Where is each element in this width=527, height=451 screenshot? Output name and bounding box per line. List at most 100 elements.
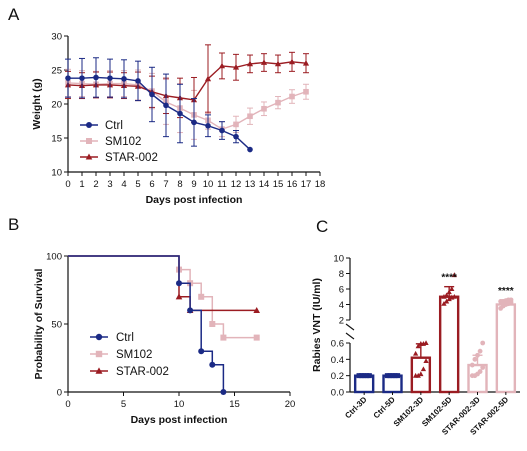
data-point-star xyxy=(246,60,254,67)
x-tick-label: 4 xyxy=(121,179,126,190)
y-axis-label: Rabies VNT (IU/ml) xyxy=(311,278,323,372)
data-point xyxy=(480,340,486,346)
survival-step-ctrl xyxy=(68,255,225,392)
data-point xyxy=(366,373,372,379)
y-tick-label: 4 xyxy=(339,300,344,311)
survival-step-star xyxy=(68,255,257,312)
survival-point-sm102 xyxy=(198,293,205,300)
data-point-star xyxy=(274,60,282,67)
data-point xyxy=(446,289,452,295)
series-line-ctrl xyxy=(68,76,251,151)
x-tick-label: 3 xyxy=(107,179,112,190)
y-tick-label: 20 xyxy=(51,100,62,111)
data-point-star xyxy=(204,75,212,82)
x-tick-label: 20 xyxy=(285,399,296,410)
significance-stars: **** xyxy=(498,286,514,297)
series-line-sm102 xyxy=(67,82,307,130)
data-point xyxy=(412,350,419,356)
data-point-ctrl xyxy=(121,76,127,82)
bar-STAR-002-5D xyxy=(495,303,517,394)
y-tick-label: 10 xyxy=(333,254,344,265)
data-point xyxy=(443,298,450,304)
data-point xyxy=(446,296,452,302)
data-point-sm102 xyxy=(261,105,267,112)
legend-label-sm102: SM102 xyxy=(105,136,141,148)
legend-marker-sm102 xyxy=(95,350,103,358)
y-tick-label: 6 xyxy=(339,285,344,296)
data-point-ctrl xyxy=(205,122,211,129)
x-tick-label: 12 xyxy=(231,179,242,190)
category-label: Ctrl-5D xyxy=(372,395,397,420)
data-point-star xyxy=(218,62,226,69)
x-tick-label: 9 xyxy=(191,179,196,190)
panel-label-a: A xyxy=(8,5,20,24)
data-point-star xyxy=(288,58,296,65)
x-tick-label: 10 xyxy=(203,179,214,190)
survival-point-sm102 xyxy=(220,334,227,341)
legend-marker-sm102 xyxy=(86,138,92,144)
legend-label-ctrl: Ctrl xyxy=(105,120,123,132)
data-point xyxy=(359,373,364,379)
x-tick-label: 8 xyxy=(177,179,182,190)
data-point xyxy=(451,293,458,299)
survival-point-star xyxy=(253,306,260,313)
data-point xyxy=(441,300,447,306)
data-point xyxy=(469,362,475,368)
data-point xyxy=(387,373,393,379)
data-point-sm102 xyxy=(247,113,253,120)
survival-step-sm102 xyxy=(68,255,257,339)
survival-point-sm102 xyxy=(209,321,216,327)
data-point xyxy=(443,292,450,298)
panel-label-c: C xyxy=(316,217,328,236)
y-tick-label: 0 xyxy=(57,388,62,399)
data-point-ctrl xyxy=(93,74,99,81)
x-tick-label: 7 xyxy=(163,179,168,190)
survival-point-ctrl xyxy=(176,280,182,287)
data-point-sm102 xyxy=(275,99,281,106)
data-point-ctrl xyxy=(247,146,253,153)
survival-point-star xyxy=(175,293,183,300)
data-point-star xyxy=(232,64,240,70)
data-point xyxy=(451,272,458,278)
x-axis-label: Days post infection xyxy=(146,194,243,206)
x-tick-label: 15 xyxy=(229,399,240,410)
data-point-ctrl xyxy=(177,110,183,117)
bar-Ctrl-3D xyxy=(353,374,375,394)
data-point-sm102 xyxy=(303,88,309,95)
survival-point-sm102 xyxy=(253,334,260,341)
axis-break-mark xyxy=(345,323,355,331)
x-tick-label: 15 xyxy=(273,179,284,190)
axis-break-mark xyxy=(345,332,355,340)
data-point xyxy=(415,372,421,378)
x-tick-label: 1 xyxy=(79,179,84,190)
y-tick-label: 0.2 xyxy=(331,371,344,382)
data-point-ctrl xyxy=(135,78,141,84)
x-tick-label: 17 xyxy=(301,179,312,190)
survival-point-ctrl xyxy=(187,307,194,314)
y-tick-label: 50 xyxy=(51,320,62,331)
y-axis-label: Weight (g) xyxy=(31,78,43,129)
data-point-ctrl xyxy=(149,91,155,98)
data-point xyxy=(364,373,370,379)
data-point-star xyxy=(302,59,310,66)
x-axis-label: Days post infection xyxy=(131,414,228,426)
y-tick-label: 2 xyxy=(339,316,344,327)
x-tick-label: 5 xyxy=(121,399,126,410)
data-point xyxy=(361,373,367,379)
data-point xyxy=(477,348,483,354)
data-point-sm102 xyxy=(233,121,239,128)
legend-marker-star xyxy=(95,367,103,374)
survival-point-ctrl xyxy=(198,348,205,355)
data-point xyxy=(449,286,455,292)
legend-label-ctrl: Ctrl xyxy=(116,332,134,344)
data-point xyxy=(392,373,398,379)
data-point xyxy=(423,358,429,364)
x-tick-label: 5 xyxy=(135,179,140,190)
y-tick-label: 8 xyxy=(339,269,344,280)
x-tick-label: 0 xyxy=(65,399,70,410)
x-tick-label: 14 xyxy=(259,179,270,190)
data-point-ctrl xyxy=(191,119,197,126)
data-point-ctrl xyxy=(79,75,85,81)
data-point xyxy=(472,356,478,362)
